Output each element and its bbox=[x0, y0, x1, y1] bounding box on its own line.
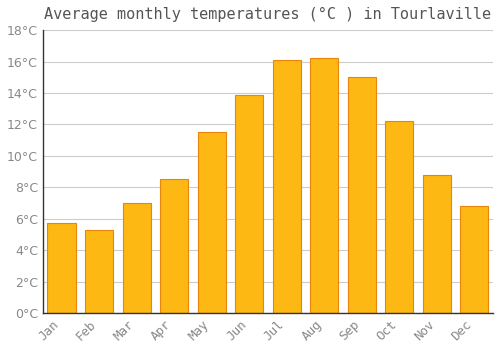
Bar bbox=[235, 94, 263, 313]
Title: Average monthly temperatures (°C ) in Tourlaville: Average monthly temperatures (°C ) in To… bbox=[44, 7, 492, 22]
Bar bbox=[310, 58, 338, 313]
Bar bbox=[85, 230, 113, 313]
Bar bbox=[122, 203, 150, 313]
Bar bbox=[272, 60, 301, 313]
Bar bbox=[160, 180, 188, 313]
Bar bbox=[460, 206, 488, 313]
Bar bbox=[48, 223, 76, 313]
Bar bbox=[198, 132, 226, 313]
Bar bbox=[422, 175, 451, 313]
Bar bbox=[385, 121, 414, 313]
Bar bbox=[348, 77, 376, 313]
